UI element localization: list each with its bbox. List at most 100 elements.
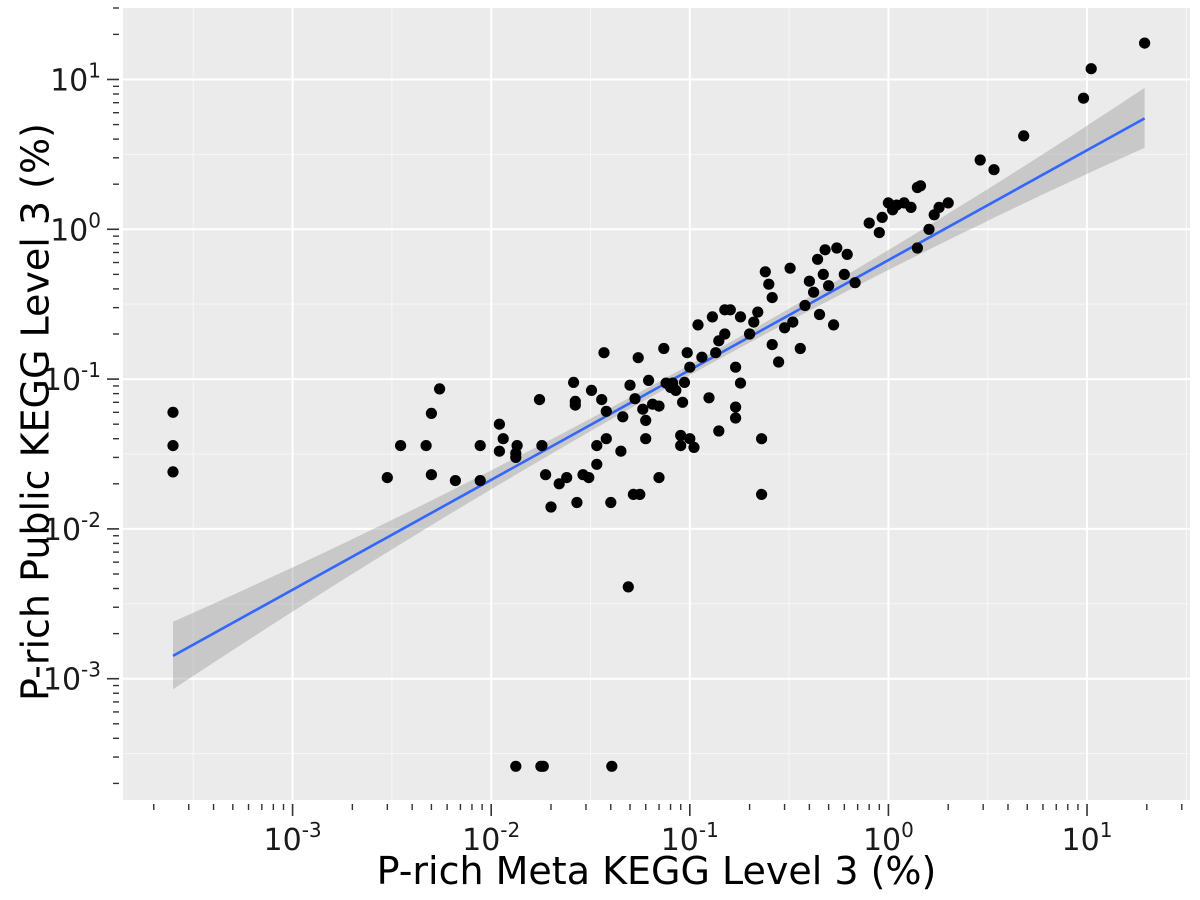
data-point [583, 472, 595, 484]
regression-line [172, 117, 1146, 658]
data-point [812, 253, 824, 265]
data-point [974, 154, 986, 166]
data-point [474, 475, 486, 487]
data-point [568, 376, 580, 388]
data-point [817, 268, 829, 280]
data-point [719, 328, 731, 340]
data-point [571, 496, 583, 509]
data-points [167, 37, 1151, 772]
data-point [766, 339, 778, 351]
y-tick-label: 10-1 [43, 358, 101, 398]
data-point [784, 262, 796, 274]
data-point [167, 466, 179, 478]
data-point [905, 201, 917, 213]
data-point [1077, 92, 1090, 104]
data-point [167, 406, 179, 418]
data-point [773, 356, 785, 368]
data-point [799, 299, 811, 312]
data-point [831, 242, 843, 254]
data-point [734, 377, 747, 389]
data-point [873, 227, 885, 239]
data-point [395, 440, 407, 452]
data-point [766, 292, 778, 304]
data-point [692, 319, 704, 331]
data-point [540, 469, 552, 481]
data-point [1018, 130, 1030, 142]
data-point [425, 407, 437, 419]
data-point [569, 399, 581, 411]
data-point [838, 268, 850, 280]
data-point [510, 451, 522, 463]
data-point [629, 393, 641, 405]
data-point [596, 394, 608, 406]
data-point [763, 278, 775, 290]
data-point [794, 342, 806, 355]
y-tick-label: 10-2 [43, 508, 101, 548]
data-point [677, 396, 689, 408]
data-point [756, 488, 768, 500]
data-point [724, 304, 736, 316]
data-point [841, 248, 853, 260]
data-point [511, 440, 523, 452]
data-point [537, 760, 549, 772]
data-point [744, 328, 756, 340]
data-point [536, 440, 548, 452]
data-point [914, 180, 927, 192]
data-point [493, 445, 505, 457]
data-point [449, 475, 461, 487]
data-point [533, 394, 546, 406]
data-point [561, 472, 573, 484]
data-point [1139, 37, 1151, 49]
grid-lines [123, 8, 1190, 800]
data-point [585, 384, 598, 396]
data-point [434, 383, 446, 395]
data-point [624, 379, 636, 391]
data-point [637, 403, 649, 415]
x-tick-label: 10-3 [264, 818, 322, 858]
data-point [706, 311, 719, 323]
data-point [678, 376, 691, 388]
data-point [600, 405, 612, 417]
regression-line-path [172, 117, 1146, 658]
data-point [653, 472, 665, 484]
data-point [813, 308, 826, 321]
data-point [823, 280, 835, 292]
axes: 10-3 10-2 10-1 100 101 10-3 10-2 10-1 100 101 [43, 7, 1183, 858]
data-point [923, 223, 935, 235]
data-point [713, 425, 725, 437]
x-tick-label: 10-1 [661, 818, 719, 858]
data-point [688, 441, 700, 453]
data-point [493, 418, 505, 430]
y-tick-label: 10-3 [43, 658, 101, 698]
y-tick-label: 101 [50, 58, 101, 98]
data-point [653, 400, 665, 412]
x-axis-title: P-rich Meta KEGG Level 3 (%) [377, 849, 937, 893]
data-point [640, 414, 652, 426]
data-point [643, 374, 655, 386]
data-point [617, 411, 629, 423]
x-tick-label: 10-2 [462, 818, 520, 858]
data-point [474, 440, 486, 452]
data-point [553, 478, 565, 490]
data-point [545, 501, 557, 513]
data-point [634, 488, 646, 500]
data-point [703, 392, 715, 404]
data-point [605, 496, 617, 509]
data-point [622, 581, 634, 593]
x-tick-label: 101 [1062, 818, 1113, 858]
data-point [598, 347, 610, 359]
data-point [510, 760, 522, 772]
data-point [819, 244, 831, 256]
data-point [681, 347, 693, 359]
data-point [863, 217, 875, 229]
data-point [696, 351, 708, 363]
data-point [911, 242, 924, 254]
data-point [675, 440, 687, 452]
data-point [670, 384, 682, 396]
data-point [1085, 63, 1097, 75]
data-point [748, 316, 760, 328]
data-point [759, 266, 771, 278]
data-point [420, 440, 432, 452]
data-point [640, 433, 652, 445]
